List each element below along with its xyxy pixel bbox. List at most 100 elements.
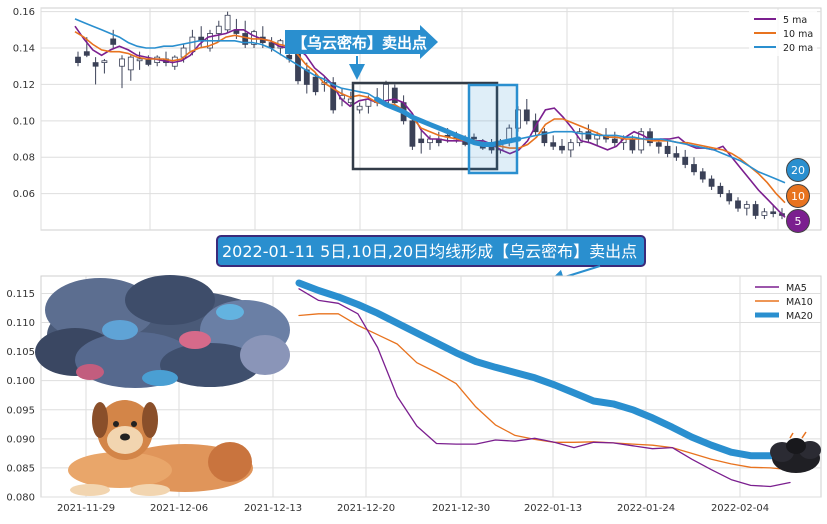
- candle-body: [752, 204, 759, 216]
- candle-body: [541, 131, 548, 144]
- candle-body: [761, 211, 768, 216]
- top-y-tick-label: 0.12: [13, 80, 35, 91]
- bottom-x-tick-label: 2021-12-30: [432, 503, 490, 514]
- top-y-tick-label: 0.14: [13, 44, 35, 55]
- banner: 2022-01-11 5日,10日,20日均线形成【乌云密布】卖出点: [216, 235, 646, 286]
- bottom-y-tick-label: 0.115: [6, 289, 35, 300]
- bottom-ma-lines: [295, 279, 794, 488]
- candle-body: [735, 200, 741, 209]
- candle-body: [215, 25, 222, 34]
- dark-cloud-pattern-box: [351, 81, 499, 171]
- candle-body: [691, 164, 697, 173]
- candle-body: [699, 171, 706, 180]
- candle-body: [611, 138, 618, 144]
- bottom-x-tick-label: 2021-12-13: [244, 503, 302, 514]
- banner-box: [216, 235, 646, 267]
- bottom-y-axis: 0.080 0.085 0.090 0.095 0.100 0.105 0.110 0.115: [6, 289, 35, 504]
- bottom-y-tick-label: 0.105: [6, 347, 35, 358]
- callout-arrow-shape: [285, 25, 438, 59]
- top-series-line-20ma-emphasis: [374, 96, 522, 147]
- candle-body: [330, 82, 337, 111]
- candle-body: [559, 145, 565, 151]
- candle-body: [523, 109, 530, 122]
- candle-body: [136, 58, 143, 62]
- candle-body: [409, 120, 416, 147]
- bottom-series-line-MA20: [295, 279, 794, 460]
- candle-body: [682, 156, 689, 165]
- bottom-y-tick-label: 0.080: [6, 493, 35, 504]
- legend-label-ma20: MA20: [786, 311, 813, 322]
- top-y-tick-label: 0.16: [13, 7, 35, 18]
- candle-body: [119, 58, 125, 67]
- top-callout: 【乌云密布】卖出点: [285, 25, 438, 80]
- bottom-y-tick-label: 0.095: [6, 405, 35, 416]
- candle-body: [83, 51, 90, 56]
- bottom-x-axis: 2021-11-29 2021-12-06 2021-12-13 2021-12-20…: [57, 503, 769, 514]
- candle-body: [567, 142, 574, 151]
- candle-body: [673, 153, 680, 158]
- dog-icon: [68, 400, 253, 496]
- bottom-panel: 0.080 0.085 0.090 0.095 0.100 0.105 0.110 0.115…: [6, 275, 822, 514]
- callout-text: 【乌云密布】卖出点: [292, 34, 427, 52]
- candle-body: [770, 211, 777, 215]
- candle-body: [391, 87, 398, 104]
- bottom-x-tick-label: 2021-11-29: [57, 503, 115, 514]
- candle-body: [708, 178, 715, 187]
- candle-body: [92, 62, 99, 67]
- top-y-tick-label: 0.08: [13, 153, 35, 164]
- ma-badge-label: 10: [791, 190, 805, 203]
- candle-body: [312, 76, 319, 93]
- candle-body: [550, 142, 557, 147]
- candle-body: [638, 131, 645, 151]
- bottom-x-tick-label: 2022-02-04: [711, 503, 769, 514]
- legend-label-ma10: MA10: [786, 297, 813, 308]
- candle-body: [242, 33, 249, 45]
- legend-label-5ma: 5 ma: [783, 15, 807, 26]
- legend-label-10ma: 10 ma: [783, 29, 813, 40]
- top-series-line-5ma: [74, 25, 786, 218]
- breakout-highlight-box: [467, 83, 519, 175]
- bottom-series-line-MA5: [298, 288, 791, 488]
- candle-body: [585, 131, 592, 140]
- top-y-tick-label: 0.10: [13, 116, 35, 127]
- candle-body: [726, 193, 733, 202]
- candle-body: [743, 204, 750, 209]
- legend-label-ma5: MA5: [786, 283, 807, 294]
- candle-body: [224, 14, 231, 31]
- candle-body: [101, 60, 108, 63]
- top-legend: 5 ma 10 ma 20 ma: [749, 10, 817, 56]
- bottom-x-tick-label: 2022-01-24: [617, 503, 675, 514]
- bottom-y-tick-label: 0.090: [6, 434, 35, 445]
- candle-body: [418, 138, 425, 144]
- bottom-x-tick-label: 2022-01-13: [524, 503, 582, 514]
- ma-badge-circle: [786, 209, 810, 233]
- candle-body: [655, 142, 662, 147]
- top-y-axis: 0.06 0.08 0.10 0.12 0.14 0.16: [13, 7, 35, 200]
- bottom-legend: MA5 MA10 MA20: [755, 283, 813, 322]
- legend-label-20ma: 20 ma: [783, 43, 813, 54]
- top-panel: 0.06 0.08 0.10 0.12 0.14 0.16 【乌云密布】卖出点 5 ma …: [13, 7, 822, 233]
- small-dark-cloud-icon: [770, 431, 821, 473]
- bottom-x-tick-label: 2021-12-20: [337, 503, 395, 514]
- ma-badge-label: 5: [795, 215, 802, 228]
- bottom-y-tick-label: 0.085: [6, 463, 35, 474]
- top-ma-lines: [74, 18, 786, 218]
- bottom-y-tick-label: 0.110: [6, 318, 35, 329]
- candle-body: [356, 105, 363, 111]
- ma-badge-circle: [786, 158, 810, 182]
- candle-body: [664, 145, 671, 154]
- dark-cloud-icon: [35, 275, 290, 388]
- bottom-x-tick-label: 2021-12-06: [150, 503, 208, 514]
- candle-body: [576, 131, 583, 144]
- banner-text: 2022-01-11 5日,10日,20日均线形成【乌云密布】卖出点: [222, 242, 637, 261]
- top-y-tick-label: 0.06: [13, 189, 35, 200]
- ma-badge-circle: [786, 184, 810, 208]
- candle-body: [629, 138, 636, 151]
- candle-body: [75, 56, 81, 63]
- candle-body: [127, 56, 134, 71]
- ma-badges: 20 10 5: [786, 158, 810, 233]
- bottom-y-tick-label: 0.100: [6, 376, 35, 387]
- candle-body: [471, 136, 477, 140]
